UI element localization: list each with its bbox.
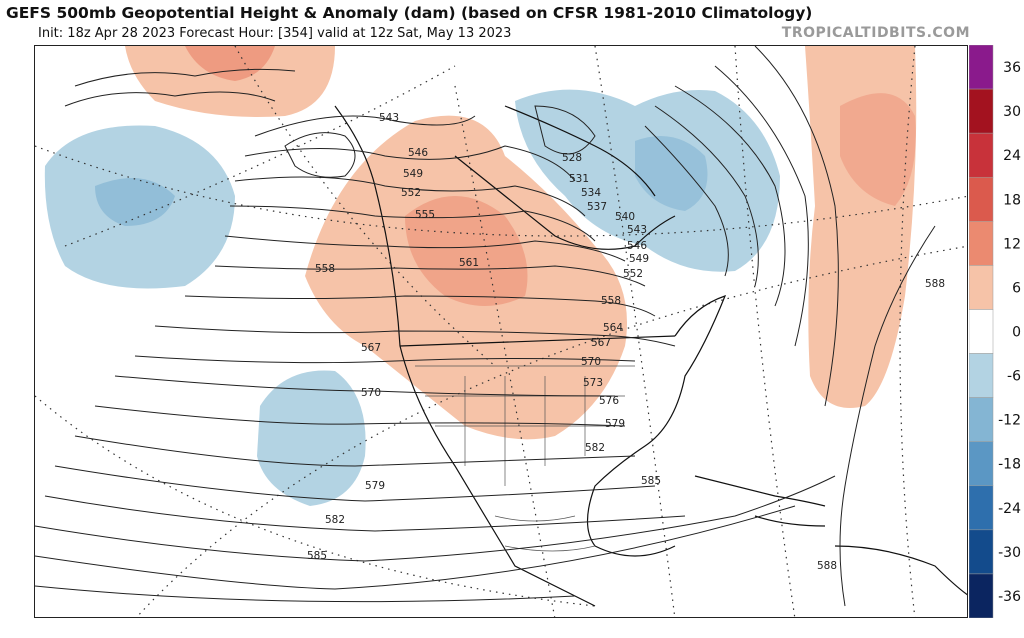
colorbar-svg: 36 30 24 18 12 6 0 -6 -12 -18 -24 -30 -36 — [968, 44, 1021, 619]
map-canvas: 543 546 549 552 555 558 561 528 531 534 … — [35, 46, 967, 617]
contour-label: 552 — [401, 187, 421, 199]
contour-label: 585 — [641, 475, 661, 487]
colorbar-label: 36 — [1003, 60, 1021, 76]
brand-watermark: TROPICALTIDBITS.COM — [781, 25, 970, 41]
contour-label: 561 — [459, 257, 479, 269]
contour-label: 528 — [562, 152, 582, 164]
contour-label: 576 — [599, 395, 619, 407]
colorbar-label: 12 — [1003, 236, 1021, 252]
colorbar-swatch — [968, 176, 994, 222]
colorbar-swatch — [968, 309, 994, 354]
contour-label: 558 — [601, 295, 621, 307]
contour-label: 573 — [583, 377, 603, 389]
contour-label: 588 — [925, 278, 945, 290]
contour-label: 579 — [365, 480, 385, 492]
contour-label: 567 — [591, 337, 611, 349]
contour-label: 582 — [325, 514, 345, 526]
contour-label: 570 — [581, 356, 601, 368]
colorbar-swatch — [968, 265, 994, 310]
anomaly-area — [840, 93, 916, 206]
colorbar-label: 30 — [1003, 104, 1021, 120]
contour-label: 534 — [581, 187, 601, 199]
coastlines — [334, 105, 967, 607]
negative-anomaly-shading — [44, 89, 780, 506]
contour-label: 555 — [415, 209, 435, 221]
contour-label: 564 — [603, 322, 623, 334]
colorbar-label: 24 — [1003, 148, 1021, 164]
colorbar-swatch — [968, 88, 994, 134]
colorbar-swatch — [968, 44, 994, 90]
contour-label: 579 — [605, 418, 625, 430]
contour-label: 543 — [379, 112, 399, 124]
colorbar-swatch — [968, 441, 994, 487]
anomaly-area — [185, 46, 275, 81]
contour-label: 549 — [629, 253, 649, 265]
contour-label: 537 — [587, 201, 607, 213]
contour-label: 552 — [623, 268, 643, 280]
contour-label: 546 — [408, 147, 428, 159]
map-title: GEFS 500mb Geopotential Height & Anomaly… — [6, 4, 813, 22]
contour-label: 531 — [569, 173, 589, 185]
colorbar-label: 6 — [1012, 280, 1021, 296]
contour-label: 588 — [817, 560, 837, 572]
colorbar-swatch — [968, 132, 994, 178]
contour-label: 546 — [627, 240, 647, 252]
graticule — [35, 46, 967, 617]
colorbar-swatch — [968, 397, 994, 442]
contour-label: 567 — [361, 342, 381, 354]
contour-label: 543 — [627, 224, 647, 236]
contour-label: 570 — [361, 387, 381, 399]
colorbar-label: -18 — [998, 457, 1021, 473]
contour-labels: 543 546 549 552 555 558 561 528 531 534 … — [307, 112, 945, 572]
colorbar-label: -12 — [998, 413, 1021, 429]
colorbar-swatch — [968, 353, 994, 398]
colorbar-swatch — [968, 573, 994, 619]
contour-label: 549 — [403, 168, 423, 180]
colorbar-label: -24 — [998, 501, 1021, 517]
colorbar-swatch — [968, 485, 994, 531]
contour-label: 582 — [585, 442, 605, 454]
colorbar-swatch — [968, 529, 994, 575]
contour-label: 540 — [615, 211, 635, 223]
anomaly-area — [257, 370, 366, 506]
contour-label: 585 — [307, 550, 327, 562]
anomaly-area — [125, 46, 335, 117]
height-contours — [35, 46, 936, 607]
anomaly-area — [95, 178, 175, 226]
anomaly-area — [405, 196, 528, 306]
colorbar-label: -6 — [1007, 369, 1021, 385]
colorbar-label: -30 — [998, 545, 1021, 561]
colorbar-swatch — [968, 221, 994, 266]
contour-label: 558 — [315, 263, 335, 275]
colorbar-label: 0 — [1012, 325, 1021, 341]
anomaly-area — [805, 46, 917, 408]
colorbar-label: -36 — [998, 589, 1021, 605]
colorbar: 36 30 24 18 12 6 0 -6 -12 -18 -24 -30 -36 — [968, 44, 1024, 619]
map-panel[interactable]: 543 546 549 552 555 558 561 528 531 534 … — [34, 45, 968, 618]
map-subtitle: Init: 18z Apr 28 2023 Forecast Hour: [35… — [38, 26, 512, 41]
colorbar-label: 18 — [1003, 192, 1021, 208]
